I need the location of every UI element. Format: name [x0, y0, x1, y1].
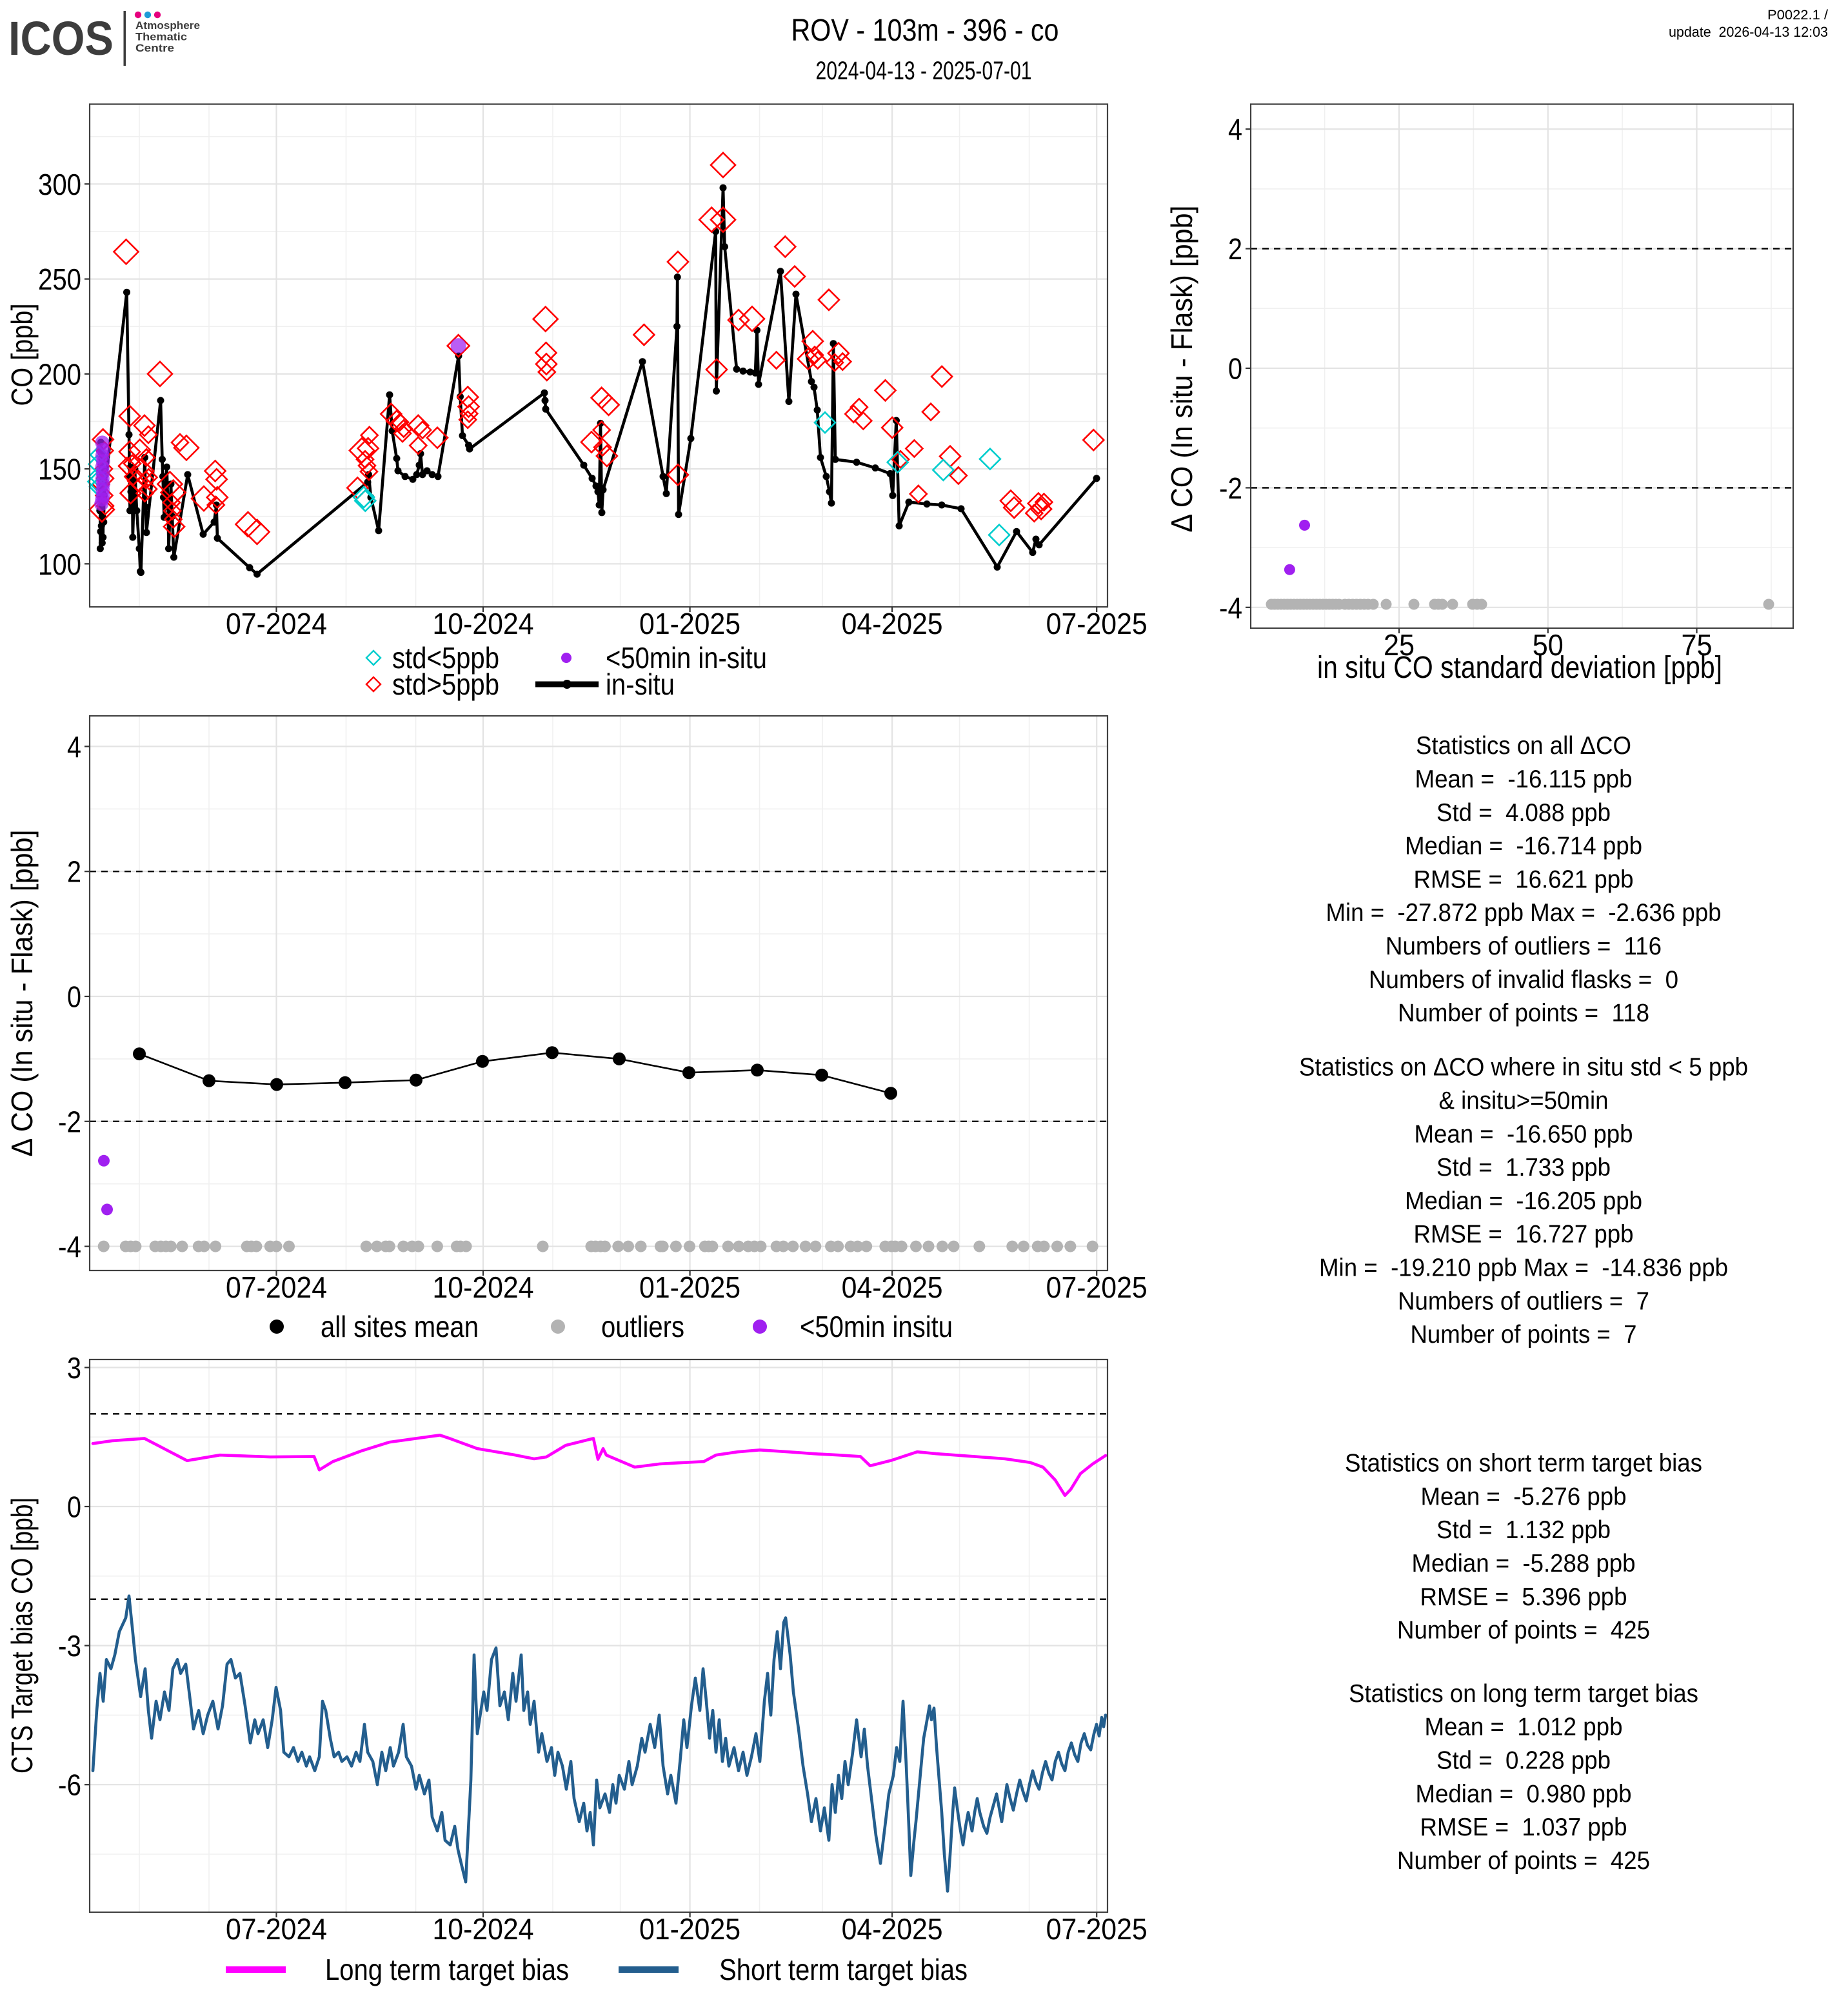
svg-text:2024-04-13 - 2025-07-01: 2024-04-13 - 2025-07-01 — [816, 57, 1032, 85]
svg-text:Δ CO (In situ - Flask) [ppb]: Δ CO (In situ - Flask) [ppb] — [5, 830, 39, 1157]
svg-text:Mean = -16.650 ppb: Mean = -16.650 ppb — [1415, 1120, 1633, 1148]
svg-text:10-2024: 10-2024 — [433, 1270, 534, 1304]
svg-text:in-situ: in-situ — [606, 667, 675, 701]
svg-text:Statistics on all ΔCO: Statistics on all ΔCO — [1416, 732, 1631, 760]
svg-text:Number of points = 425: Number of points = 425 — [1397, 1617, 1650, 1645]
svg-text:ROV - 103m - 396 - co: ROV - 103m - 396 - co — [791, 14, 1059, 48]
svg-text:CO [ppb]: CO [ppb] — [5, 304, 39, 406]
svg-text:25: 25 — [1384, 628, 1415, 662]
svg-text:Numbers of outliers = 7: Numbers of outliers = 7 — [1398, 1287, 1649, 1315]
svg-text:Statistics on ΔCO where in sit: Statistics on ΔCO where in situ std < 5 … — [1299, 1054, 1748, 1082]
svg-text:01-2025: 01-2025 — [639, 607, 740, 640]
svg-text:Std = 0.228 ppb: Std = 0.228 ppb — [1436, 1747, 1611, 1775]
svg-text:Mean = -5.276 ppb: Mean = -5.276 ppb — [1421, 1483, 1627, 1510]
svg-text:<50min in-situ: <50min in-situ — [606, 641, 767, 675]
svg-text:0: 0 — [67, 980, 81, 1014]
svg-text:Atmosphere: Atmosphere — [135, 19, 200, 32]
svg-text:Mean = 1.012 ppb: Mean = 1.012 ppb — [1425, 1714, 1623, 1741]
svg-text:<50min insitu: <50min insitu — [800, 1310, 953, 1343]
svg-text:-6: -6 — [58, 1768, 81, 1802]
svg-text:Std = 1.733 ppb: Std = 1.733 ppb — [1436, 1154, 1611, 1181]
svg-text:ICOS: ICOS — [8, 12, 114, 65]
svg-text:RMSE = 16.727 ppb: RMSE = 16.727 ppb — [1414, 1221, 1634, 1249]
svg-text:Centre: Centre — [135, 42, 174, 54]
svg-text:-2: -2 — [1219, 471, 1242, 505]
svg-text:-4: -4 — [58, 1230, 81, 1263]
svg-text:-3: -3 — [58, 1629, 81, 1663]
svg-text:150: 150 — [38, 453, 81, 486]
svg-text:Std = 4.088 ppb: Std = 4.088 ppb — [1436, 799, 1611, 827]
svg-text:Statistics on short term targe: Statistics on short term target bias — [1345, 1450, 1702, 1478]
svg-text:std>5ppb: std>5ppb — [392, 667, 499, 701]
svg-text:01-2025: 01-2025 — [639, 1270, 740, 1304]
svg-text:& insitu>=50min: & insitu>=50min — [1439, 1087, 1609, 1115]
svg-text:-4: -4 — [1219, 591, 1242, 624]
svg-text:300: 300 — [38, 168, 81, 201]
svg-text:07-2024: 07-2024 — [226, 1912, 327, 1946]
svg-text:Median = -5.288 ppb: Median = -5.288 ppb — [1412, 1550, 1636, 1577]
svg-text:Median = 0.980 ppb: Median = 0.980 ppb — [1416, 1780, 1632, 1808]
svg-text:Numbers of outliers = 116: Numbers of outliers = 116 — [1386, 933, 1662, 960]
svg-text:07-2024: 07-2024 — [226, 607, 327, 640]
svg-text:50: 50 — [1533, 628, 1564, 662]
svg-text:Numbers of invalid flasks = 0: Numbers of invalid flasks = 0 — [1369, 966, 1678, 994]
svg-text:4: 4 — [1228, 113, 1242, 146]
svg-text:all sites mean: all sites mean — [321, 1310, 479, 1343]
svg-text:Min = -19.210 ppb Max = -14.: Min = -19.210 ppb Max = -14.836 ppb — [1319, 1254, 1728, 1282]
svg-text:75: 75 — [1682, 628, 1713, 662]
svg-text:10-2024: 10-2024 — [433, 1912, 534, 1946]
svg-text:07-2025: 07-2025 — [1046, 1912, 1148, 1946]
svg-text:update 2026-04-13 12:03: update 2026-04-13 12:03 — [1669, 24, 1828, 40]
svg-text:04-2025: 04-2025 — [842, 1270, 943, 1304]
svg-text:outliers: outliers — [601, 1310, 684, 1343]
svg-text:CTS Target bias CO [ppb]: CTS Target bias CO [ppb] — [5, 1498, 39, 1774]
svg-text:200: 200 — [38, 357, 81, 391]
svg-text:std<5ppb: std<5ppb — [392, 641, 499, 675]
svg-text:Number of points = 118: Number of points = 118 — [1398, 1000, 1649, 1027]
svg-text:in situ CO standard deviation: in situ CO standard deviation [ppb] — [1317, 651, 1722, 685]
svg-text:Short term target bias: Short term target bias — [719, 1953, 968, 1986]
svg-text:Mean = -16.115 ppb: Mean = -16.115 ppb — [1415, 766, 1633, 793]
svg-text:Std = 1.132 ppb: Std = 1.132 ppb — [1436, 1516, 1611, 1544]
svg-text:Min = -27.872 ppb Max = -2.6: Min = -27.872 ppb Max = -2.636 ppb — [1326, 899, 1722, 927]
svg-text:07-2025: 07-2025 — [1046, 1270, 1148, 1304]
svg-text:RMSE = 16.621 ppb: RMSE = 16.621 ppb — [1414, 865, 1634, 893]
svg-text:07-2024: 07-2024 — [226, 1270, 327, 1304]
svg-text:01-2025: 01-2025 — [639, 1912, 740, 1946]
svg-text:Δ CO (In situ - Flask) [ppb]: Δ CO (In situ - Flask) [ppb] — [1165, 206, 1198, 533]
svg-text:04-2025: 04-2025 — [842, 1912, 943, 1946]
svg-text:Median = -16.205 ppb: Median = -16.205 ppb — [1405, 1187, 1642, 1215]
svg-text:2: 2 — [1228, 232, 1242, 266]
svg-text:07-2025: 07-2025 — [1046, 607, 1148, 640]
svg-text:4: 4 — [67, 730, 81, 764]
svg-text:RMSE = 1.037 ppb: RMSE = 1.037 ppb — [1420, 1814, 1627, 1841]
svg-text:2: 2 — [67, 855, 81, 889]
svg-text:RMSE = 5.396 ppb: RMSE = 5.396 ppb — [1420, 1583, 1627, 1611]
svg-text:Number of points = 425: Number of points = 425 — [1397, 1847, 1650, 1875]
svg-text:-2: -2 — [58, 1105, 81, 1138]
svg-text:P0022.1 /: P0022.1 / — [1767, 8, 1828, 23]
svg-text:250: 250 — [38, 262, 81, 296]
svg-text:Thematic: Thematic — [135, 31, 187, 43]
svg-text:0: 0 — [67, 1490, 81, 1524]
svg-text:3: 3 — [67, 1351, 81, 1385]
svg-text:10-2024: 10-2024 — [433, 607, 534, 640]
svg-text:04-2025: 04-2025 — [842, 607, 943, 640]
svg-text:Statistics on long term target: Statistics on long term target bias — [1349, 1680, 1698, 1708]
svg-text:Number of points = 7: Number of points = 7 — [1411, 1321, 1637, 1349]
svg-text:100: 100 — [38, 548, 81, 581]
svg-text:Median = -16.714 ppb: Median = -16.714 ppb — [1405, 833, 1642, 860]
svg-text:Long term target bias: Long term target bias — [325, 1953, 569, 1986]
svg-text:0: 0 — [1228, 352, 1242, 386]
